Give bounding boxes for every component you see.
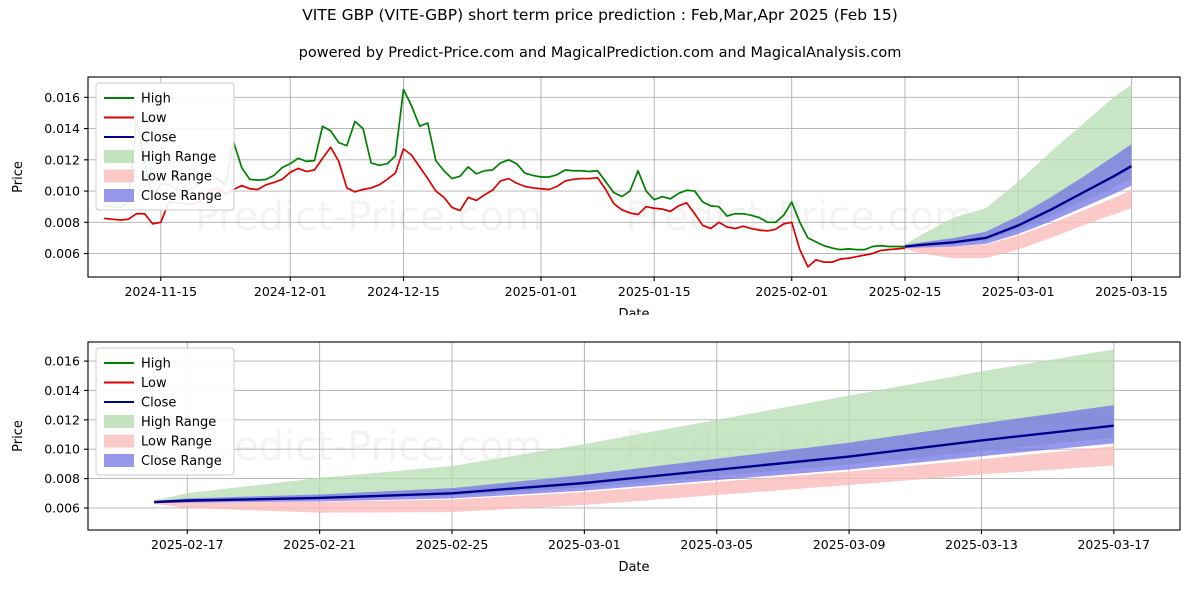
x-tick-label: 2025-02-01 <box>755 284 828 299</box>
y-tick-label: 0.010 <box>44 184 80 199</box>
chart-legend[interactable]: High Low Close High Range Low Range Close Ran… <box>95 347 235 476</box>
legend-item-low[interactable]: Low <box>104 376 167 391</box>
legend-label: High Range <box>141 415 216 430</box>
legend-label: High Range <box>141 150 216 165</box>
legend-patch-swatch <box>104 189 134 202</box>
y-tick-label: 0.008 <box>44 471 80 486</box>
watermark-group: Predict-Price.comPredict-Price.comPredic… <box>195 194 973 240</box>
legend-label: Close Range <box>141 454 222 469</box>
close-range-band <box>904 144 1132 249</box>
legend-patch-swatch <box>104 434 134 448</box>
y-tick-label: 0.008 <box>44 215 80 230</box>
page-title: VITE GBP (VITE-GBP) short term price pre… <box>302 6 898 24</box>
legend-item-high-range[interactable]: High Range <box>104 150 216 165</box>
low-line <box>104 146 906 268</box>
legend-label: Close <box>141 131 176 146</box>
y-tick-label: 0.016 <box>44 354 80 369</box>
axes-frame <box>87 76 1181 278</box>
legend-item-close-range[interactable]: Close Range <box>104 454 222 469</box>
legend-item-high[interactable]: High <box>104 357 171 372</box>
watermark-text: Predict-Price.com <box>195 194 543 240</box>
legend-item-close-range[interactable]: Close Range <box>104 189 222 204</box>
legend-item-low[interactable]: Low <box>104 111 167 126</box>
close-range-band <box>154 405 1114 504</box>
x-tick-label: 2025-02-17 <box>151 537 224 552</box>
legend-item-high-range[interactable]: High Range <box>104 415 216 430</box>
low-range-band <box>904 190 1132 259</box>
x-tick-label: 2025-03-01 <box>982 284 1055 299</box>
legend-patch-swatch <box>104 150 134 163</box>
y-tick-label: 0.006 <box>44 500 80 515</box>
y-axis-title: Price <box>11 161 26 193</box>
close-line <box>904 165 1133 248</box>
legend-patch-swatch <box>104 169 134 183</box>
y-axis-title: Price <box>11 420 26 452</box>
y-tick-label: 0.014 <box>44 121 80 136</box>
x-tick-label: 2025-03-15 <box>1095 284 1168 299</box>
y-tick-label: 0.010 <box>44 442 80 457</box>
x-axis-title: Date <box>618 560 649 575</box>
x-tick-label: 2025-02-21 <box>283 537 356 552</box>
y-tick-label: 0.006 <box>44 246 80 261</box>
legend-patch-swatch <box>104 454 134 467</box>
y-tick-label: 0.016 <box>44 90 80 105</box>
watermark-text: Predict-Price.com <box>625 194 973 240</box>
high-line <box>104 88 905 251</box>
legend-patch-swatch <box>104 415 134 428</box>
x-tick-label: 2025-03-17 <box>1077 537 1150 552</box>
x-tick-label: 2024-11-15 <box>124 284 197 299</box>
legend-label: Low Range <box>141 435 212 450</box>
y-tick-label: 0.012 <box>44 152 80 167</box>
x-tick-label: 2025-02-15 <box>869 284 942 299</box>
legend-label: Low <box>141 376 167 391</box>
legend-item-close[interactable]: Close <box>104 131 176 146</box>
chart-legend[interactable]: High Low Close High Range Low Range Close Ran… <box>95 82 235 211</box>
x-axis-title: Date <box>618 307 649 315</box>
legend-label: Low Range <box>141 170 212 185</box>
axis-ticks: 0.006 0.008 0.010 0.012 0.014 0.016 2025-02-17… <box>44 354 1150 552</box>
x-tick-label: 2025-03-13 <box>945 537 1018 552</box>
axis-ticks: 0.006 0.008 0.010 0.012 0.014 0.016 2024-11-15… <box>44 90 1168 299</box>
top-chart-panel: Predict-Price.comPredict-Price.comPredic… <box>11 76 1181 315</box>
y-tick-label: 0.014 <box>44 383 80 398</box>
legend-label: Close <box>141 396 176 411</box>
legend-item-close[interactable]: Close <box>104 396 176 411</box>
plot-area <box>154 349 1114 513</box>
page-subtitle: powered by Predict-Price.com and Magical… <box>298 45 902 61</box>
axes-frame <box>87 341 1181 531</box>
x-tick-label: 2025-01-01 <box>505 284 578 299</box>
low-range-band <box>154 446 1114 513</box>
x-tick-label: 2024-12-15 <box>367 284 440 299</box>
x-tick-label: 2025-03-01 <box>548 537 621 552</box>
legend-label: Close Range <box>141 189 222 204</box>
legend-label: High <box>141 357 171 372</box>
legend-label: High <box>141 92 171 107</box>
plot-area <box>104 84 1133 268</box>
legend-item-low-range[interactable]: Low Range <box>104 434 212 450</box>
high-range-band <box>904 84 1132 248</box>
y-tick-label: 0.012 <box>44 412 80 427</box>
legend-item-high[interactable]: High <box>104 92 171 107</box>
bottom-chart-panel: Predict-Price.comPredict-Price.com0.0060… <box>11 341 1181 575</box>
x-tick-label: 2025-02-25 <box>416 537 489 552</box>
x-tick-label: 2025-03-05 <box>680 537 753 552</box>
close-line <box>154 424 1114 504</box>
legend-label: Low <box>141 111 167 126</box>
legend-item-low-range[interactable]: Low Range <box>104 169 212 185</box>
x-tick-label: 2025-03-09 <box>813 537 886 552</box>
x-tick-label: 2025-01-15 <box>618 284 691 299</box>
x-tick-label: 2024-12-01 <box>254 284 327 299</box>
